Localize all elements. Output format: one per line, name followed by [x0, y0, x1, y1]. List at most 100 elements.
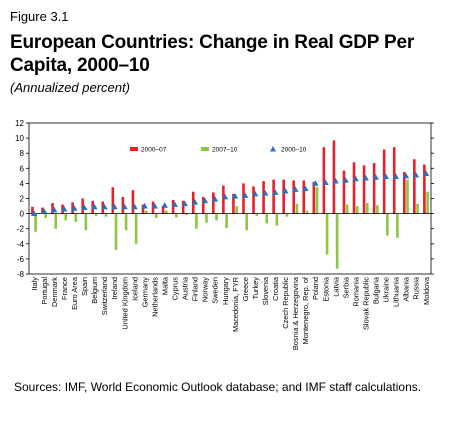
bar-red	[121, 196, 125, 214]
legend-triangle	[270, 146, 276, 152]
triangle-marker	[30, 210, 38, 216]
x-category-label: Albania	[402, 276, 411, 302]
triangle-marker	[251, 190, 259, 197]
bar-red	[31, 206, 34, 214]
x-category-label: Czech Republic	[281, 277, 290, 329]
x-category-label: Slovenia	[261, 276, 270, 305]
bar-green	[365, 203, 369, 214]
bar-red	[41, 207, 44, 214]
x-category-label: Italy	[30, 277, 39, 291]
bar-red	[242, 183, 245, 214]
triangle-marker	[392, 173, 400, 180]
bar-green	[426, 191, 429, 214]
bar-green	[225, 213, 228, 228]
x-category-label: Latvia	[331, 276, 340, 297]
x-category-label: Estonia	[321, 276, 330, 302]
bar-red	[312, 181, 316, 214]
x-category-label: Denmark	[50, 277, 59, 307]
bar-red	[222, 185, 225, 214]
bar-green	[386, 213, 389, 236]
bar-green	[134, 213, 138, 244]
bar-red	[342, 170, 346, 214]
legend-label: 2000–07	[141, 147, 167, 154]
bar-red	[252, 186, 255, 214]
x-category-label: Croatia	[271, 276, 280, 301]
bar-green	[245, 213, 248, 231]
legend-label: 2007–10	[212, 147, 238, 154]
figure-label: Figure 3.1	[10, 9, 69, 24]
bar-red	[51, 203, 54, 214]
bar-red	[392, 147, 396, 214]
triangle-marker	[412, 171, 420, 178]
bar-green	[406, 179, 409, 214]
legend-swatch	[201, 147, 209, 151]
x-category-label: Portugal	[40, 277, 49, 305]
x-category-label: Netherlands	[150, 277, 159, 317]
bar-red	[131, 190, 135, 214]
x-category-label: Finland	[191, 277, 200, 301]
triangle-marker	[131, 203, 138, 210]
x-category-label: Switzerland	[100, 277, 109, 315]
triangle-marker	[352, 175, 359, 182]
y-tick-label: -8	[17, 270, 25, 279]
triangle-marker	[362, 174, 369, 181]
triangle-marker	[382, 173, 389, 180]
source-note: Sources: IMF, World Economic Outlook dat…	[14, 380, 422, 394]
y-tick-label: 10	[15, 134, 24, 143]
bar-red	[302, 180, 306, 214]
triangle-marker	[151, 202, 158, 209]
triangle-marker	[402, 172, 410, 179]
bar-red	[372, 163, 376, 214]
triangle-marker	[292, 186, 299, 192]
triangle-marker	[312, 180, 319, 186]
bar-red	[212, 192, 215, 214]
triangle-marker	[241, 192, 249, 198]
bar-green	[345, 204, 349, 214]
bar-red	[161, 206, 165, 214]
bar-green	[34, 213, 37, 232]
bar-green	[376, 205, 379, 214]
triangle-marker	[332, 177, 339, 184]
triangle-marker	[81, 204, 88, 210]
x-category-label: Ireland	[110, 277, 119, 300]
x-category-label: Turkey	[251, 277, 260, 300]
x-category-label: Hungary	[221, 277, 230, 305]
bar-green	[305, 210, 309, 214]
triangle-marker	[60, 205, 68, 212]
x-category-label: Belgium	[90, 277, 99, 304]
bar-green	[265, 213, 269, 224]
bar-red	[282, 179, 285, 214]
bar-green	[164, 210, 168, 214]
triangle-marker	[272, 189, 279, 195]
bar-red	[332, 140, 336, 214]
triangle-marker	[161, 202, 168, 208]
legend-swatch	[130, 147, 138, 151]
bar-red	[81, 198, 84, 214]
y-tick-label: 12	[15, 119, 24, 128]
x-category-label: Cyprus	[171, 277, 180, 301]
y-tick-label: -6	[17, 255, 25, 264]
bar-green	[114, 213, 118, 250]
bar-green	[205, 213, 208, 223]
bar-red	[262, 181, 265, 214]
bar-green	[44, 213, 47, 219]
bar-green	[325, 213, 329, 255]
x-category-label: Norway	[201, 277, 210, 302]
triangle-marker	[372, 174, 379, 180]
x-category-label: Iceland	[130, 277, 139, 301]
chart-title: European Countries: Change in Real GDP P…	[10, 32, 415, 76]
bar-green	[295, 203, 299, 214]
x-category-label: Ukraine	[382, 277, 391, 302]
bar-red	[181, 200, 185, 214]
y-tick-label: -4	[17, 240, 25, 249]
triangle-marker	[322, 179, 329, 186]
triangle-marker	[261, 190, 269, 196]
bar-green	[235, 206, 238, 214]
bar-green	[94, 213, 98, 216]
bar-green	[355, 206, 359, 214]
bar-red	[382, 149, 386, 214]
x-category-label: Euro Area	[70, 276, 79, 310]
x-category-label: Romania	[351, 276, 360, 306]
chart-subtitle: (Annualized percent)	[10, 80, 130, 95]
bar-red	[141, 204, 145, 214]
